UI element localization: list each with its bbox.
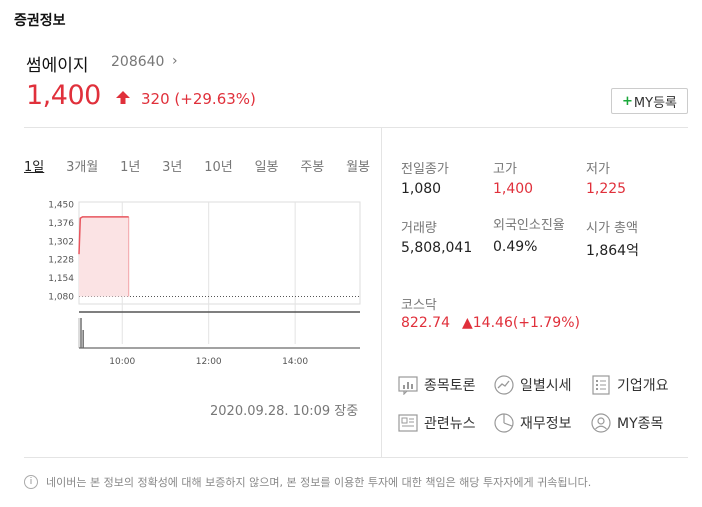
volume-label: 거래량	[401, 221, 437, 236]
kosdaq-value: 822.74	[401, 315, 450, 331]
intraday-chart: 1,450 1,376 1,302 1,228 1,154 1,080 10:00 12:00…	[48, 200, 361, 367]
high-value: 1,400	[493, 181, 534, 197]
tab-1y[interactable]: 1년	[120, 160, 141, 175]
low-cell: 저가 1,225	[586, 158, 626, 197]
y-tick-label: 1,376	[48, 219, 74, 229]
volume-value: 5,808,041	[401, 240, 473, 256]
high-cell: 고가 1,400	[493, 158, 533, 197]
market-cap-label: 시가 총액	[586, 221, 638, 236]
price-change: 320 (+29.63%)	[141, 90, 256, 108]
discussion-link[interactable]: 종목토론	[398, 375, 476, 395]
info-icon: i	[24, 475, 38, 489]
tab-10y[interactable]: 10년	[204, 160, 233, 175]
bar-chart-icon	[398, 376, 418, 395]
market-cap-cell: 시가 총액 1,864억	[586, 217, 639, 260]
financial-label: 재무정보	[520, 416, 572, 432]
stock-code[interactable]: 208640	[111, 54, 165, 70]
daily-price-label: 일별시세	[520, 378, 572, 394]
up-arrow-icon	[116, 91, 130, 104]
company-overview-link[interactable]: 기업개요	[591, 375, 669, 395]
news-link[interactable]: 관련뉴스	[398, 413, 476, 433]
current-price: 1,400	[26, 80, 101, 111]
trend-circle-icon	[494, 375, 514, 395]
my-stocks-label: MY종목	[617, 416, 664, 432]
kosdaq-cell: 코스닥	[401, 294, 437, 313]
news-label: 관련뉴스	[424, 416, 476, 432]
timestamp: 2020.09.28. 10:09 장중	[210, 404, 359, 419]
chevron-right-icon[interactable]: ›	[172, 53, 178, 69]
kosdaq-change: ▲14.46(+1.79%)	[462, 315, 580, 331]
user-icon	[591, 413, 611, 433]
section-title: 증권정보	[14, 13, 66, 29]
tab-3m[interactable]: 3개월	[66, 160, 99, 175]
prev-close-label: 전일종가	[401, 162, 449, 177]
kosdaq-label: 코스닥	[401, 298, 437, 313]
daily-price-link[interactable]: 일별시세	[494, 375, 572, 395]
low-value: 1,225	[586, 181, 627, 197]
low-label: 저가	[586, 162, 610, 177]
x-tick-label: 10:00	[109, 357, 135, 367]
disclaimer-text: 네이버는 본 정보의 정확성에 대해 보증하지 않으며, 본 정보를 이용한 투…	[46, 476, 592, 489]
divider-vertical	[381, 127, 382, 457]
y-tick-label: 1,154	[48, 274, 74, 284]
y-tick-label: 1,302	[48, 237, 74, 247]
prev-close-value: 1,080	[401, 181, 442, 197]
pie-chart-icon	[494, 413, 514, 433]
divider-bottom	[24, 457, 688, 458]
market-cap-value: 1,864억	[586, 243, 639, 259]
price-change-amount: 320	[141, 90, 170, 108]
my-stocks-link[interactable]: MY종목	[591, 413, 663, 433]
discussion-label: 종목토론	[424, 378, 476, 394]
prev-close-cell: 전일종가 1,080	[401, 158, 449, 197]
list-document-icon	[592, 375, 610, 395]
plus-icon: +	[622, 93, 633, 109]
tab-1d[interactable]: 1일	[24, 160, 45, 175]
disclaimer: i 네이버는 본 정보의 정확성에 대해 보증하지 않으며, 본 정보를 이용한…	[24, 474, 591, 490]
tab-monthly-candle[interactable]: 월봉	[346, 160, 370, 175]
tab-weekly-candle[interactable]: 주봉	[300, 160, 325, 175]
my-register-button[interactable]: + MY등록	[611, 88, 688, 114]
tab-3y[interactable]: 3년	[162, 160, 183, 175]
foreign-cell: 외국인소진율 0.49%	[493, 217, 571, 255]
tab-daily-candle[interactable]: 일봉	[254, 160, 279, 175]
y-tick-label: 1,080	[48, 293, 74, 303]
news-icon	[398, 414, 418, 432]
volume-cell: 거래량 5,808,041	[401, 217, 472, 256]
company-overview-label: 기업개요	[617, 378, 669, 394]
high-label: 고가	[493, 162, 517, 177]
price-area	[79, 216, 129, 297]
financial-link[interactable]: 재무정보	[494, 413, 572, 433]
price-change-percent: (+29.63%)	[174, 90, 256, 108]
period-tabs: 1일 3개월 1년 3년 10년 일봉 주봉 월봉	[24, 156, 370, 175]
divider-top	[24, 127, 688, 128]
my-register-label: MY등록	[633, 95, 677, 111]
x-tick-label: 12:00	[196, 357, 222, 367]
y-tick-label: 1,450	[48, 200, 74, 210]
y-tick-label: 1,228	[48, 256, 74, 266]
x-tick-label: 14:00	[282, 357, 308, 367]
stock-name[interactable]: 썸에이지	[26, 56, 89, 76]
foreign-value: 0.49%	[493, 239, 538, 255]
foreign-label: 외국인소진율	[493, 218, 565, 233]
price-line	[78, 216, 129, 255]
